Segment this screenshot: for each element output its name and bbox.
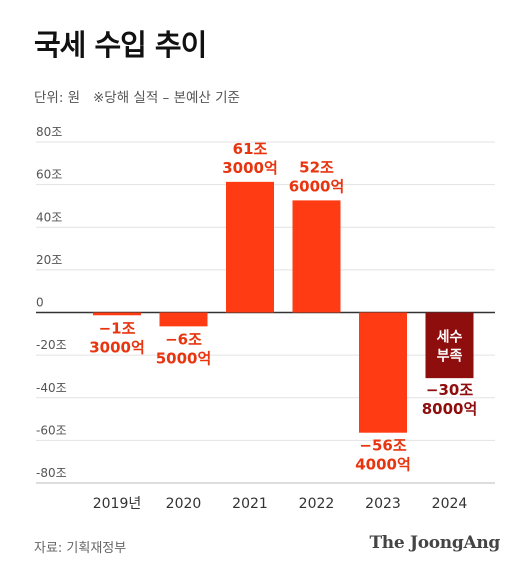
x-tick-label: 2024 — [432, 496, 468, 512]
value-label: −56조 — [359, 437, 406, 455]
value-label: 3000억 — [222, 159, 278, 177]
value-label: 52조 — [299, 158, 334, 176]
value-label: 61조 — [233, 140, 268, 158]
x-tick-label: 2023 — [365, 496, 401, 512]
brand-logo-text: The JoongAng — [369, 533, 500, 553]
value-label: −6조 — [165, 330, 202, 348]
y-tick-label: 80조 — [36, 125, 62, 139]
value-label: −1조 — [99, 319, 136, 337]
source-note: 자료: 기획재정부 — [34, 541, 127, 556]
x-tick-label: 2021 — [232, 496, 268, 512]
x-tick-label: 2019년 — [93, 496, 142, 512]
x-tick-label: 2022 — [299, 496, 335, 512]
value-label: 6000억 — [289, 177, 345, 195]
bar-2024 — [425, 312, 474, 379]
bars — [93, 181, 474, 433]
y-tick-label: -40조 — [36, 381, 67, 395]
y-tick-label: -80조 — [36, 466, 67, 480]
y-axis-ticks: 80조 60조 40조 20조 0 -20조 -40조 -60조 -80조 — [36, 125, 67, 480]
y-tick-label: -60조 — [36, 423, 67, 437]
chart-subtitle: 단위: 원 ※당해 실적 – 본예산 기준 — [34, 90, 240, 106]
y-tick-label: 60조 — [36, 168, 62, 182]
value-label: 8000억 — [422, 400, 478, 418]
bar-2020 — [159, 312, 208, 327]
chart-title: 국세 수입 추이 — [34, 28, 207, 62]
x-tick-label: 2020 — [166, 496, 202, 512]
y-tick-label: 0 — [36, 296, 44, 310]
y-tick-label: 40조 — [36, 210, 62, 224]
bar-inside-label: 부족 — [437, 348, 463, 364]
y-tick-label: 20조 — [36, 253, 62, 267]
value-label: 3000억 — [89, 338, 145, 356]
y-tick-label: -20조 — [36, 338, 67, 352]
x-axis-ticks: 2019년 2020 2021 2022 2023 2024 — [93, 496, 468, 512]
bar-2019년 — [93, 312, 141, 316]
value-label: 5000억 — [156, 349, 212, 367]
bar-inside-label: 세수 — [437, 329, 463, 345]
bar-2023 — [359, 312, 407, 433]
bar-2021 — [226, 181, 274, 313]
bar-2022 — [292, 200, 341, 313]
value-label: 4000억 — [355, 456, 411, 474]
value-label: −30조 — [426, 381, 473, 399]
